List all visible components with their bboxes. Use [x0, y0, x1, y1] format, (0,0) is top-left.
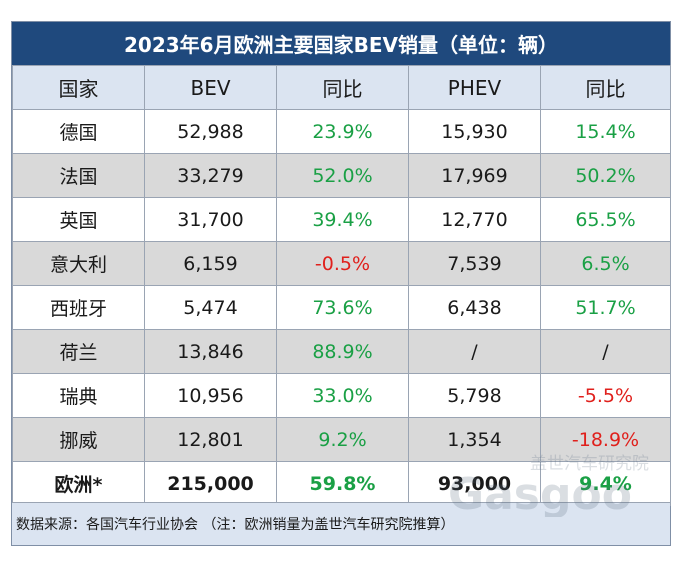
table-row: 英国 31,700 39.4% 12,770 65.5%: [12, 197, 671, 242]
table-row: 德国 52,988 23.9% 15,930 15.4%: [12, 109, 671, 154]
cell-bev-yoy: 88.9%: [276, 329, 409, 374]
cell-bev: 31,700: [144, 197, 277, 242]
cell-phev-yoy: 51.7%: [540, 285, 671, 330]
cell-phev-yoy: 9.4%: [540, 461, 671, 506]
cell-bev: 52,988: [144, 109, 277, 154]
cell-phev: 7,539: [408, 241, 541, 286]
cell-phev-yoy: 6.5%: [540, 241, 671, 286]
header-bev: BEV: [144, 65, 277, 110]
cell-phev-yoy: -5.5%: [540, 373, 671, 418]
cell-country: 西班牙: [12, 285, 145, 330]
cell-bev-yoy: 9.2%: [276, 417, 409, 462]
cell-bev-yoy: 23.9%: [276, 109, 409, 154]
cell-country: 意大利: [12, 241, 145, 286]
source-note: 数据来源：各国汽车行业协会 （注：欧洲销量为盖世汽车研究院推算）: [12, 502, 670, 545]
table-row: 瑞典 10,956 33.0% 5,798 -5.5%: [12, 373, 671, 418]
table-row: 西班牙 5,474 73.6% 6,438 51.7%: [12, 285, 671, 330]
cell-phev: 5,798: [408, 373, 541, 418]
cell-bev-yoy: 59.8%: [276, 461, 409, 506]
cell-bev-yoy: -0.5%: [276, 241, 409, 286]
cell-bev: 10,956: [144, 373, 277, 418]
header-phev: PHEV: [408, 65, 541, 110]
cell-phev: 17,969: [408, 153, 541, 198]
cell-country: 法国: [12, 153, 145, 198]
cell-bev: 12,801: [144, 417, 277, 462]
cell-phev: 1,354: [408, 417, 541, 462]
header-row: 国家 BEV 同比 PHEV 同比: [12, 65, 671, 110]
cell-phev-yoy: 15.4%: [540, 109, 671, 154]
sales-table: 国家 BEV 同比 PHEV 同比 德国 52,988 23.9% 15,930…: [12, 65, 671, 506]
table-title: 2023年6月欧洲主要国家BEV销量（单位：辆）: [12, 22, 670, 65]
cell-phev: 12,770: [408, 197, 541, 242]
cell-bev: 215,000: [144, 461, 277, 506]
table-row: 挪威 12,801 9.2% 1,354 -18.9%: [12, 417, 671, 462]
cell-phev-yoy: -18.9%: [540, 417, 671, 462]
cell-phev-yoy: /: [540, 329, 671, 374]
cell-country: 欧洲*: [12, 461, 145, 506]
cell-bev-yoy: 33.0%: [276, 373, 409, 418]
cell-country: 荷兰: [12, 329, 145, 374]
table-figure: 2023年6月欧洲主要国家BEV销量（单位：辆） 国家 BEV 同比 PHEV …: [11, 21, 671, 546]
cell-bev-yoy: 73.6%: [276, 285, 409, 330]
cell-phev: 15,930: [408, 109, 541, 154]
table-row: 荷兰 13,846 88.9% / /: [12, 329, 671, 374]
cell-phev-yoy: 50.2%: [540, 153, 671, 198]
cell-phev: 6,438: [408, 285, 541, 330]
header-country: 国家: [12, 65, 145, 110]
cell-phev-yoy: 65.5%: [540, 197, 671, 242]
header-phev-yoy: 同比: [540, 65, 671, 110]
table-row: 意大利 6,159 -0.5% 7,539 6.5%: [12, 241, 671, 286]
cell-phev: 93,000: [408, 461, 541, 506]
cell-country: 挪威: [12, 417, 145, 462]
cell-phev: /: [408, 329, 541, 374]
table-row: 法国 33,279 52.0% 17,969 50.2%: [12, 153, 671, 198]
cell-bev: 5,474: [144, 285, 277, 330]
cell-country: 瑞典: [12, 373, 145, 418]
cell-bev: 13,846: [144, 329, 277, 374]
cell-bev: 6,159: [144, 241, 277, 286]
header-bev-yoy: 同比: [276, 65, 409, 110]
cell-bev: 33,279: [144, 153, 277, 198]
cell-country: 英国: [12, 197, 145, 242]
total-row: 欧洲* 215,000 59.8% 93,000 9.4%: [12, 461, 671, 506]
cell-country: 德国: [12, 109, 145, 154]
cell-bev-yoy: 39.4%: [276, 197, 409, 242]
cell-bev-yoy: 52.0%: [276, 153, 409, 198]
